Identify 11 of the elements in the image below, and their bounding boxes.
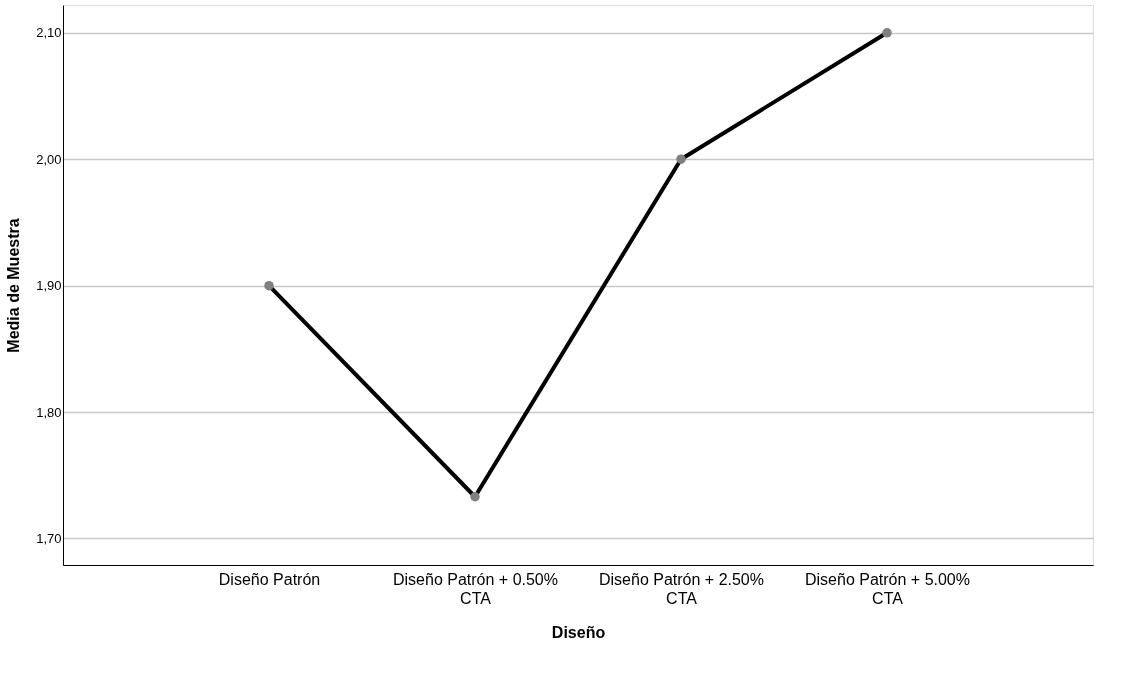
y-axis-title: Media de Muestra <box>5 218 23 353</box>
x-axis-title: Diseño <box>551 623 606 641</box>
x-tick-label: Diseño Patrón + 0.50% CTA <box>393 570 558 607</box>
y-tick-label: 2,00 <box>36 151 62 167</box>
y-tick-label: 2,10 <box>36 25 62 41</box>
x-tick-label: Diseño Patrón + 2.50% CTA <box>599 570 764 607</box>
y-tick-label: 1,80 <box>36 404 62 420</box>
x-tick-label: Diseño Patrón <box>218 570 321 588</box>
y-tick-label: 1,90 <box>36 278 62 294</box>
x-tick-label: Diseño Patrón + 5.00% CTA <box>805 570 970 607</box>
y-tick-label: 1,70 <box>36 530 62 546</box>
